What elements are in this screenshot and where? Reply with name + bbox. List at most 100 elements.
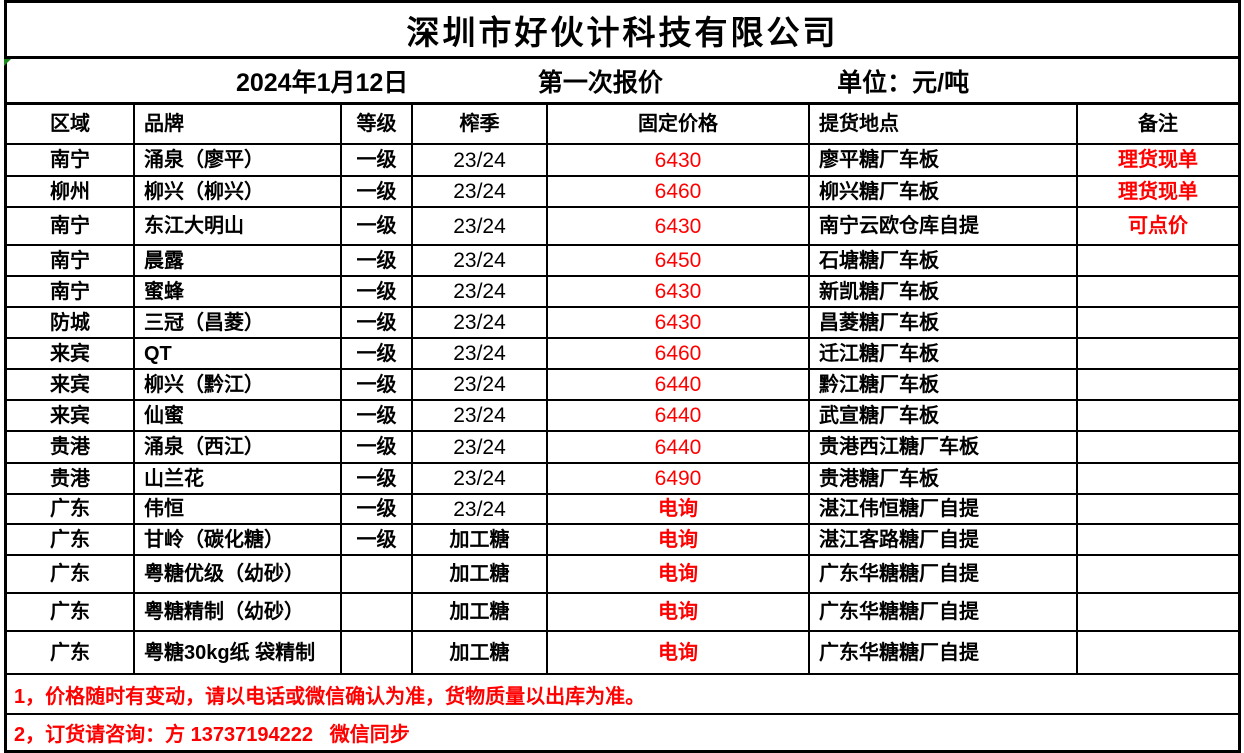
cell-price: 6440: [548, 401, 808, 430]
cell-grade: 一级: [342, 370, 411, 399]
footnote-2: 2，订货请咨询：方 13737194222 微信同步: [7, 713, 1238, 750]
cell-corner-marker-icon: [4, 59, 11, 66]
table-row: 防城 三冠（昌菱） 一级 23/24 6430 昌菱糖厂车板: [7, 308, 1238, 337]
cell-season: 加工糖: [413, 632, 546, 673]
cell-grade: 一级: [342, 208, 411, 244]
table-row: 贵港 山兰花 一级 23/24 6490 贵港糖厂车板: [7, 464, 1238, 493]
cell-pickup: 南宁云欧仓库自提: [810, 208, 1076, 244]
cell-pickup: 昌菱糖厂车板: [810, 308, 1076, 337]
cell-season: 加工糖: [413, 556, 546, 592]
price-unit: 单位：元/吨: [837, 68, 970, 97]
cell-region: 广东: [7, 556, 133, 592]
cell-pickup: 贵港糖厂车板: [810, 464, 1076, 493]
header-season: 榨季: [413, 105, 546, 143]
quotation-table: 区域 品牌 等级 榨季 固定价格 提货地点 备注 南宁 涌泉（廖平） 一级 23/24 6430 廖平…: [7, 105, 1238, 673]
cell-region: 广东: [7, 525, 133, 554]
table-row: 贵港 涌泉（西江） 一级 23/24 6440 贵港西江糖厂车板: [7, 432, 1238, 462]
cell-season: 23/24: [413, 145, 546, 175]
cell-note: [1078, 370, 1238, 399]
cell-price: 6430: [548, 308, 808, 337]
cell-grade: 一级: [342, 495, 411, 523]
table-row: 广东 粤糖精制（幼砂） 加工糖 电询 广东华糖糖厂自提: [7, 594, 1238, 630]
cell-pickup: 柳兴糖厂车板: [810, 177, 1076, 206]
cell-grade: [342, 594, 411, 630]
cell-grade: 一级: [342, 277, 411, 306]
table-row: 广东 伟恒 一级 23/24 电询 湛江伟恒糖厂自提: [7, 495, 1238, 523]
cell-grade: 一级: [342, 401, 411, 430]
cell-note: [1078, 401, 1238, 430]
company-name: 深圳市好伙计科技有限公司: [406, 15, 839, 52]
cell-brand: 蜜蜂: [135, 277, 340, 306]
cell-note: 理货现单: [1078, 145, 1238, 175]
cell-region: 南宁: [7, 208, 133, 244]
table-row: 南宁 东江大明山 一级 23/24 6430 南宁云欧仓库自提 可点价: [7, 208, 1238, 244]
cell-brand: 粤糖优级（幼砂）: [135, 556, 340, 592]
cell-note: [1078, 594, 1238, 630]
subtitle-row: 2024年1月12日 第一次报价 单位：元/吨: [4, 59, 1238, 105]
cell-note: 理货现单: [1078, 177, 1238, 206]
cell-brand: 涌泉（廖平）: [135, 145, 340, 175]
company-title: 深圳市好伙计科技有限公司: [7, 3, 1238, 59]
table-row: 来宾 仙蜜 一级 23/24 6440 武宣糖厂车板: [7, 401, 1238, 430]
cell-note: [1078, 556, 1238, 592]
cell-region: 来宾: [7, 370, 133, 399]
cell-season: 23/24: [413, 401, 546, 430]
cell-brand: QT: [135, 339, 340, 368]
table-row: 来宾 QT 一级 23/24 6460 迁江糖厂车板: [7, 339, 1238, 368]
cell-season: 加工糖: [413, 594, 546, 630]
cell-pickup: 广东华糖糖厂自提: [810, 556, 1076, 592]
cell-region: 广东: [7, 594, 133, 630]
cell-note: [1078, 277, 1238, 306]
cell-note: [1078, 246, 1238, 275]
cell-season: 23/24: [413, 432, 546, 462]
cell-season: 23/24: [413, 208, 546, 244]
cell-region: 南宁: [7, 277, 133, 306]
cell-note: [1078, 432, 1238, 462]
table-row: 南宁 蜜蜂 一级 23/24 6430 新凯糖厂车板: [7, 277, 1238, 306]
cell-pickup: 广东华糖糖厂自提: [810, 632, 1076, 673]
cell-season: 23/24: [413, 246, 546, 275]
cell-price: 6490: [548, 464, 808, 493]
cell-brand: 仙蜜: [135, 401, 340, 430]
table-row: 来宾 柳兴（黔江） 一级 23/24 6440 黔江糖厂车板: [7, 370, 1238, 399]
cell-region: 贵港: [7, 432, 133, 462]
table-row: 南宁 晨露 一级 23/24 6450 石塘糖厂车板: [7, 246, 1238, 275]
cell-grade: 一级: [342, 246, 411, 275]
cell-pickup: 石塘糖厂车板: [810, 246, 1076, 275]
cell-price: 6460: [548, 177, 808, 206]
cell-region: 来宾: [7, 401, 133, 430]
cell-price: 电询: [548, 525, 808, 554]
cell-brand: 三冠（昌菱）: [135, 308, 340, 337]
cell-region: 南宁: [7, 246, 133, 275]
header-price: 固定价格: [548, 105, 808, 143]
cell-price: 6460: [548, 339, 808, 368]
cell-brand: 柳兴（黔江）: [135, 370, 340, 399]
cell-season: 23/24: [413, 177, 546, 206]
quote-date: 2024年1月12日: [235, 68, 409, 97]
cell-brand: 东江大明山: [135, 208, 340, 244]
cell-region: 柳州: [7, 177, 133, 206]
header-pickup: 提货地点: [810, 105, 1076, 143]
cell-note: 可点价: [1078, 208, 1238, 244]
header-note: 备注: [1078, 105, 1238, 143]
cell-price: 6430: [548, 145, 808, 175]
quote-round: 第一次报价: [537, 68, 663, 97]
cell-brand: 柳兴（柳兴）: [135, 177, 340, 206]
cell-brand: 伟恒: [135, 495, 340, 523]
cell-region: 南宁: [7, 145, 133, 175]
cell-price: 电询: [548, 495, 808, 523]
cell-price: 6430: [548, 277, 808, 306]
cell-grade: [342, 556, 411, 592]
cell-price: 电询: [548, 556, 808, 592]
cell-brand: 粤糖30kg纸 袋精制: [135, 632, 340, 673]
cell-price: 电询: [548, 594, 808, 630]
cell-grade: 一级: [342, 145, 411, 175]
cell-grade: 一级: [342, 525, 411, 554]
cell-price: 6430: [548, 208, 808, 244]
table-row: 柳州 柳兴（柳兴） 一级 23/24 6460 柳兴糖厂车板 理货现单: [7, 177, 1238, 206]
cell-pickup: 湛江伟恒糖厂自提: [810, 495, 1076, 523]
cell-brand: 甘岭（碳化糖）: [135, 525, 340, 554]
cell-pickup: 廖平糖厂车板: [810, 145, 1076, 175]
cell-season: 23/24: [413, 495, 546, 523]
price-quotation-sheet: 深圳市好伙计科技有限公司 2024年1月12日 第一次报价 单位：元/吨 区域品…: [4, 0, 1241, 753]
